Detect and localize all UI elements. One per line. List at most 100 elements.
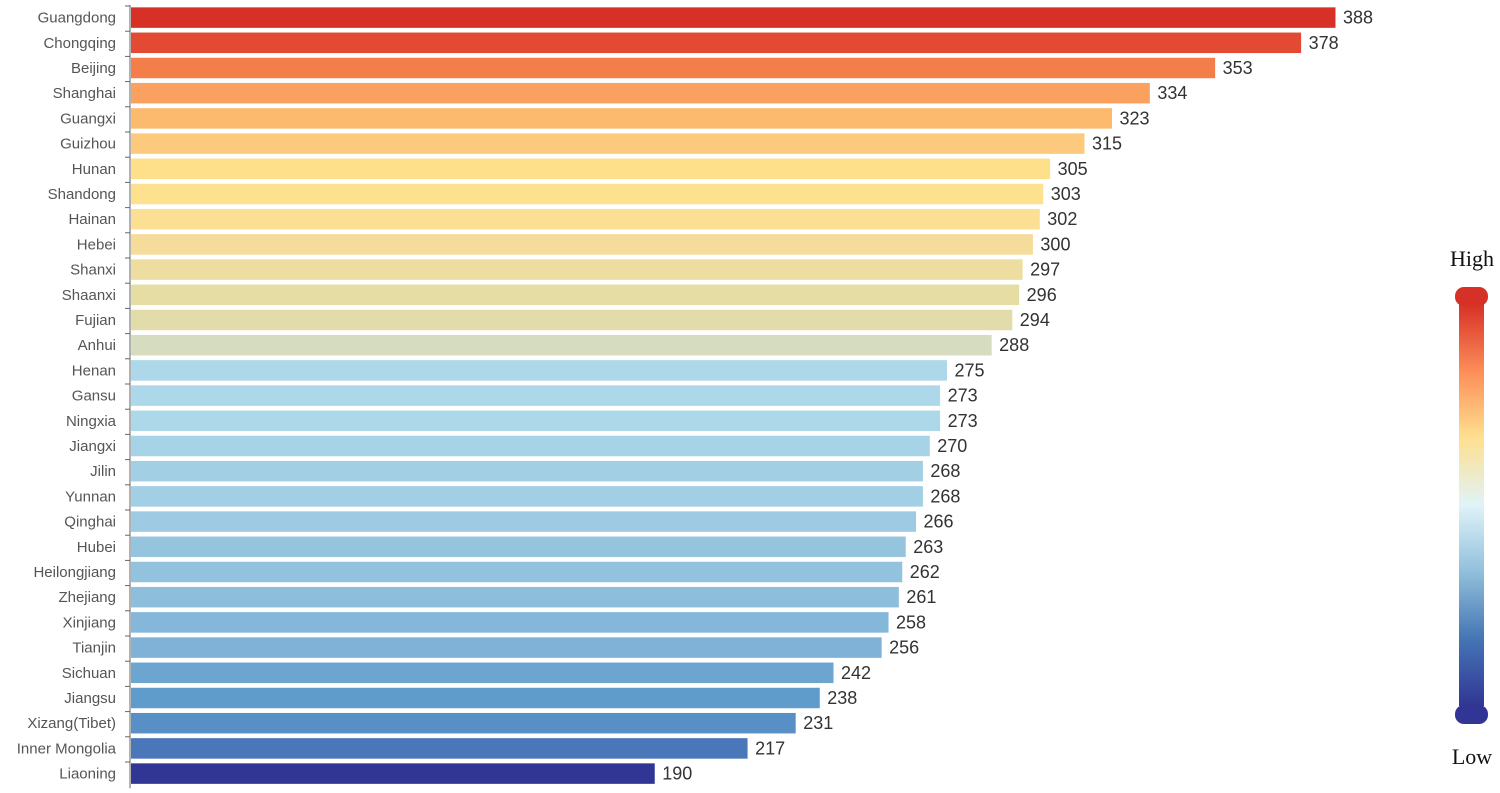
- bar[interactable]: [131, 259, 1023, 280]
- category-label: Xinjiang: [63, 614, 116, 631]
- category-label: Guangdong: [38, 10, 116, 27]
- category-label: Hunan: [72, 161, 116, 178]
- bar[interactable]: [131, 662, 834, 684]
- value-label: 262: [910, 562, 940, 582]
- bar[interactable]: [131, 57, 1216, 79]
- value-label: 258: [896, 612, 926, 632]
- category-label: Liaoning: [59, 766, 116, 783]
- bar[interactable]: [131, 133, 1085, 154]
- value-label: 297: [1030, 260, 1060, 280]
- category-label: Hainan: [68, 211, 116, 228]
- category-label: Inner Mongolia: [17, 740, 117, 757]
- bar[interactable]: [131, 687, 820, 709]
- category-label: Zhejiang: [58, 589, 116, 606]
- legend-top-handle[interactable]: [1455, 287, 1488, 306]
- bar[interactable]: [131, 712, 796, 734]
- value-label: 270: [937, 436, 967, 456]
- category-label: Ningxia: [66, 413, 117, 430]
- value-label: 268: [930, 461, 960, 481]
- category-label: Shandong: [48, 186, 116, 203]
- category-label: Heilongjiang: [33, 564, 116, 581]
- value-label: 305: [1058, 159, 1088, 179]
- value-label: 263: [913, 537, 943, 557]
- bar[interactable]: [131, 586, 899, 608]
- value-label: 273: [948, 411, 978, 431]
- value-label: 353: [1223, 58, 1253, 78]
- bar[interactable]: [131, 158, 1051, 180]
- category-label: Jiangsu: [64, 690, 116, 707]
- color-legend: High Low: [1450, 246, 1494, 769]
- bar[interactable]: [131, 309, 1013, 331]
- value-label: 231: [803, 713, 833, 733]
- value-label: 378: [1309, 33, 1339, 53]
- bar[interactable]: [131, 637, 882, 658]
- category-label: Gansu: [72, 388, 116, 405]
- category-label: Beijing: [71, 60, 116, 77]
- category-label: Tianjin: [72, 640, 116, 657]
- category-label: Henan: [72, 362, 116, 379]
- value-label: 294: [1020, 310, 1050, 330]
- bar[interactable]: [131, 108, 1113, 129]
- value-label: 315: [1092, 134, 1122, 154]
- bar[interactable]: [131, 486, 923, 507]
- bar[interactable]: [131, 561, 903, 583]
- category-label: Shanghai: [53, 85, 116, 102]
- value-label: 288: [999, 335, 1029, 355]
- category-label: Sichuan: [62, 665, 116, 682]
- value-label: 388: [1343, 8, 1373, 28]
- category-label: Anhui: [78, 337, 116, 354]
- bar[interactable]: [131, 738, 748, 759]
- bar[interactable]: [131, 360, 947, 381]
- value-label: 238: [827, 688, 857, 708]
- category-label: Shanxi: [70, 262, 116, 279]
- category-label: Xizang(Tibet): [27, 715, 116, 732]
- bar[interactable]: [131, 612, 889, 633]
- bar[interactable]: [131, 7, 1336, 28]
- value-label: 266: [924, 512, 954, 532]
- bar[interactable]: [131, 334, 992, 356]
- bar[interactable]: [131, 410, 941, 432]
- bar[interactable]: [131, 460, 923, 482]
- bar[interactable]: [131, 32, 1302, 54]
- plot-area: Guangdong 388 Chongqing 378 Beijing 353 Shangh…: [17, 5, 1373, 789]
- value-label: 296: [1027, 285, 1057, 305]
- bar[interactable]: [131, 183, 1044, 205]
- value-label: 302: [1047, 209, 1077, 229]
- value-label: 217: [755, 738, 785, 758]
- value-label: 242: [841, 663, 871, 683]
- bar[interactable]: [131, 208, 1040, 230]
- bar[interactable]: [131, 536, 906, 558]
- value-label: 334: [1157, 83, 1187, 103]
- category-label: Qinghai: [64, 514, 116, 531]
- category-label: Hebei: [77, 236, 116, 253]
- category-label: Guizhou: [60, 136, 116, 153]
- bar[interactable]: [131, 763, 655, 784]
- category-label: Shaanxi: [62, 287, 116, 304]
- value-label: 261: [906, 587, 936, 607]
- bar[interactable]: [131, 234, 1033, 255]
- category-label: Yunnan: [65, 488, 116, 505]
- bar[interactable]: [131, 511, 917, 532]
- value-label: 256: [889, 638, 919, 658]
- value-label: 190: [662, 764, 692, 784]
- category-label: Hubei: [77, 539, 116, 556]
- category-label: Fujian: [75, 312, 116, 329]
- bar[interactable]: [131, 82, 1150, 104]
- value-label: 303: [1051, 184, 1081, 204]
- bar[interactable]: [131, 284, 1020, 306]
- bar[interactable]: [131, 385, 941, 406]
- value-label: 275: [954, 360, 984, 380]
- value-label: 273: [948, 386, 978, 406]
- category-label: Jilin: [90, 463, 116, 480]
- legend-high-label: High: [1450, 246, 1494, 271]
- value-label: 323: [1120, 108, 1150, 128]
- value-label: 268: [930, 486, 960, 506]
- legend-gradient-bar: [1459, 304, 1484, 706]
- bar[interactable]: [131, 435, 930, 457]
- value-label: 300: [1040, 234, 1070, 254]
- category-label: Guangxi: [60, 110, 116, 127]
- legend-bottom-handle[interactable]: [1455, 705, 1488, 724]
- legend-low-label: Low: [1452, 744, 1492, 769]
- category-label: Chongqing: [43, 35, 116, 52]
